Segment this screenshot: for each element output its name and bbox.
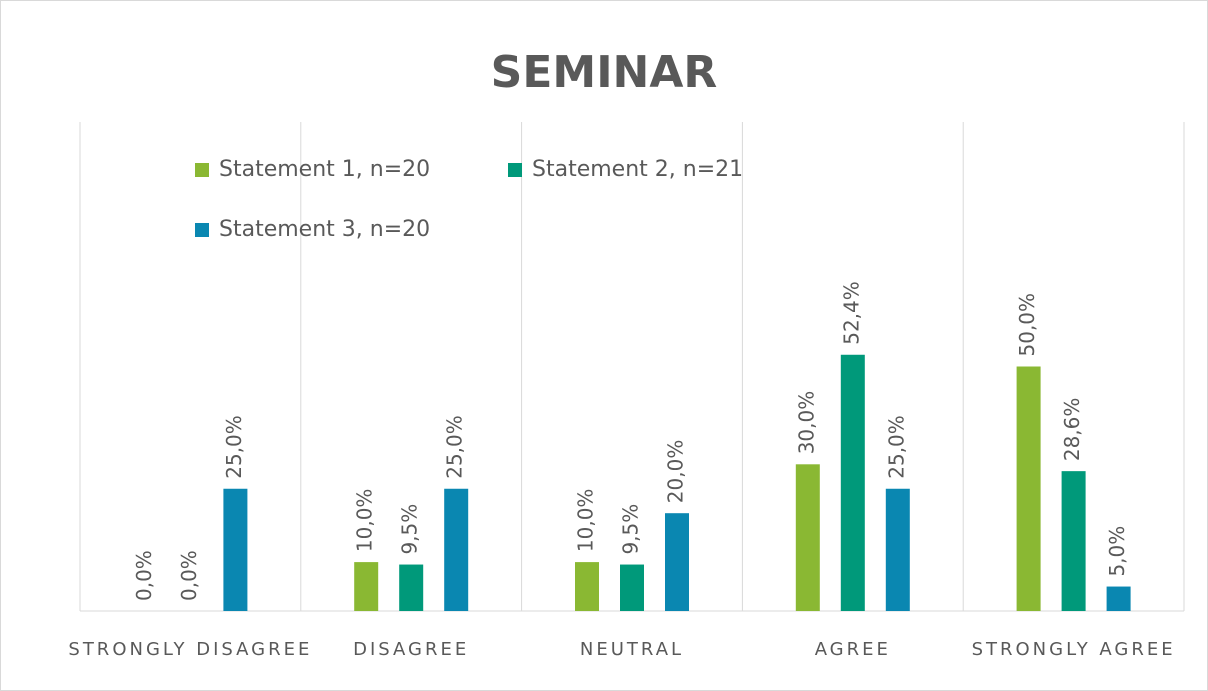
- data-label: 20,0%: [664, 440, 688, 504]
- bar: [575, 562, 599, 611]
- bar: [1106, 586, 1131, 611]
- legend-swatch: [195, 163, 209, 177]
- legend-label: Statement 1, n=20: [219, 157, 430, 182]
- bar: [223, 488, 248, 611]
- bar: [840, 354, 865, 611]
- chart-title: SEMINAR: [491, 47, 718, 98]
- x-tick-label: NEUTRAL: [580, 639, 684, 660]
- bar: [399, 564, 424, 611]
- legend-label: Statement 3, n=20: [219, 217, 430, 242]
- x-tick-label: DISAGREE: [353, 639, 469, 660]
- data-label: 28,6%: [1060, 398, 1084, 462]
- legend-label: Statement 2, n=21: [532, 157, 743, 182]
- data-label: 0,0%: [177, 550, 201, 601]
- data-label: 52,4%: [839, 281, 863, 345]
- data-label: 9,5%: [398, 504, 422, 555]
- bar: [444, 488, 469, 611]
- data-label: 30,0%: [794, 391, 818, 455]
- legend-swatch: [195, 223, 209, 237]
- bar: [795, 464, 820, 611]
- data-label: 25,0%: [884, 415, 908, 479]
- data-label: 25,0%: [443, 415, 467, 479]
- bar: [620, 564, 644, 611]
- legend-swatch: [508, 163, 522, 177]
- bar: [354, 562, 379, 611]
- x-tick-label: STRONGLY AGREE: [972, 639, 1176, 660]
- bar: [665, 513, 689, 611]
- bar: [1016, 366, 1041, 611]
- data-label: 9,5%: [619, 504, 643, 555]
- data-label: 0,0%: [132, 550, 156, 601]
- data-label: 10,0%: [574, 489, 598, 553]
- bar: [1061, 471, 1086, 611]
- data-label: 10,0%: [353, 489, 377, 553]
- data-label: 25,0%: [222, 415, 246, 479]
- x-tick-label: STRONGLY DISAGREE: [68, 639, 312, 660]
- bar: [885, 488, 910, 611]
- data-label: 50,0%: [1015, 293, 1039, 357]
- data-label: 5,0%: [1105, 526, 1129, 577]
- x-tick-label: AGREE: [815, 639, 891, 660]
